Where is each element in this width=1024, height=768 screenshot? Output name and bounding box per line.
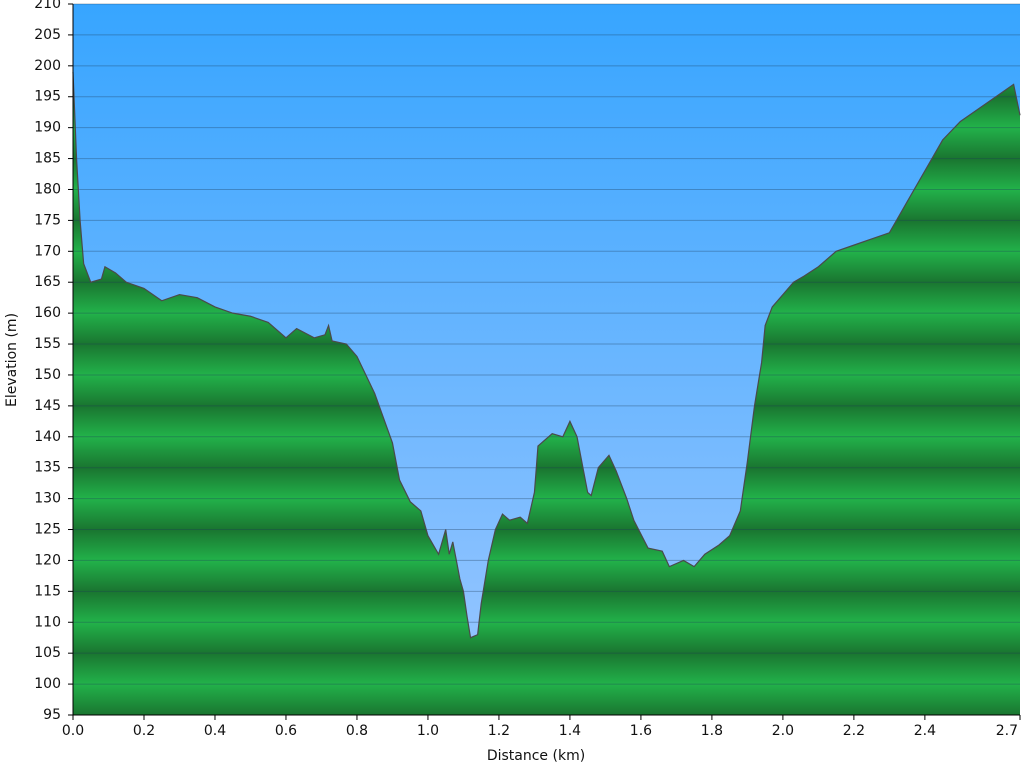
y-tick-label: 110 [34, 614, 61, 630]
x-tick-label: 0.2 [133, 723, 155, 739]
x-tick-label: 2.2 [843, 723, 865, 739]
x-tick-label: 0.8 [346, 723, 368, 739]
y-tick-label: 105 [34, 645, 61, 661]
x-tick-label: 0.0 [62, 723, 84, 739]
y-tick-label: 210 [34, 0, 61, 12]
y-tick-label: 135 [34, 460, 61, 476]
x-tick-label: 2.4 [914, 723, 936, 739]
y-tick-label: 190 [34, 120, 61, 136]
y-tick-label: 130 [34, 491, 61, 507]
y-tick-label: 185 [34, 151, 61, 167]
y-tick-label: 150 [34, 367, 61, 383]
x-tick-label: 0.6 [275, 723, 297, 739]
y-tick-label: 100 [34, 676, 61, 692]
y-tick-label: 170 [34, 243, 61, 259]
y-tick-label: 125 [34, 522, 61, 538]
y-tick-label: 155 [34, 336, 61, 352]
x-tick-label: 1.4 [559, 723, 581, 739]
x-axis-title: Distance (km) [487, 748, 585, 764]
y-tick-label: 180 [34, 181, 61, 197]
y-tick-label: 205 [34, 27, 61, 43]
x-tick-label: 2.0 [772, 723, 794, 739]
y-tick-label: 195 [34, 89, 61, 105]
y-axis-title: Elevation (m) [4, 313, 20, 407]
x-tick-label: 0.4 [204, 723, 226, 739]
y-tick-label: 160 [34, 305, 61, 321]
elevation-line [72, 71, 1021, 639]
x-tick-label: 1.6 [630, 723, 652, 739]
elevation-area [73, 72, 1020, 716]
y-tick-label: 120 [34, 552, 61, 568]
y-tick-label: 165 [34, 274, 61, 290]
x-tick-label: 1.0 [417, 723, 439, 739]
y-tick-label: 95 [43, 707, 61, 723]
x-tick-label: 1.2 [488, 723, 510, 739]
y-tick-label: 145 [34, 398, 61, 414]
y-tick-label: 140 [34, 429, 61, 445]
x-tick-label: 2.7 [996, 723, 1018, 739]
x-tick-label: 1.8 [701, 723, 723, 739]
y-tick-label: 175 [34, 212, 61, 228]
y-tick-label: 200 [34, 58, 61, 74]
y-tick-label: 115 [34, 583, 61, 599]
